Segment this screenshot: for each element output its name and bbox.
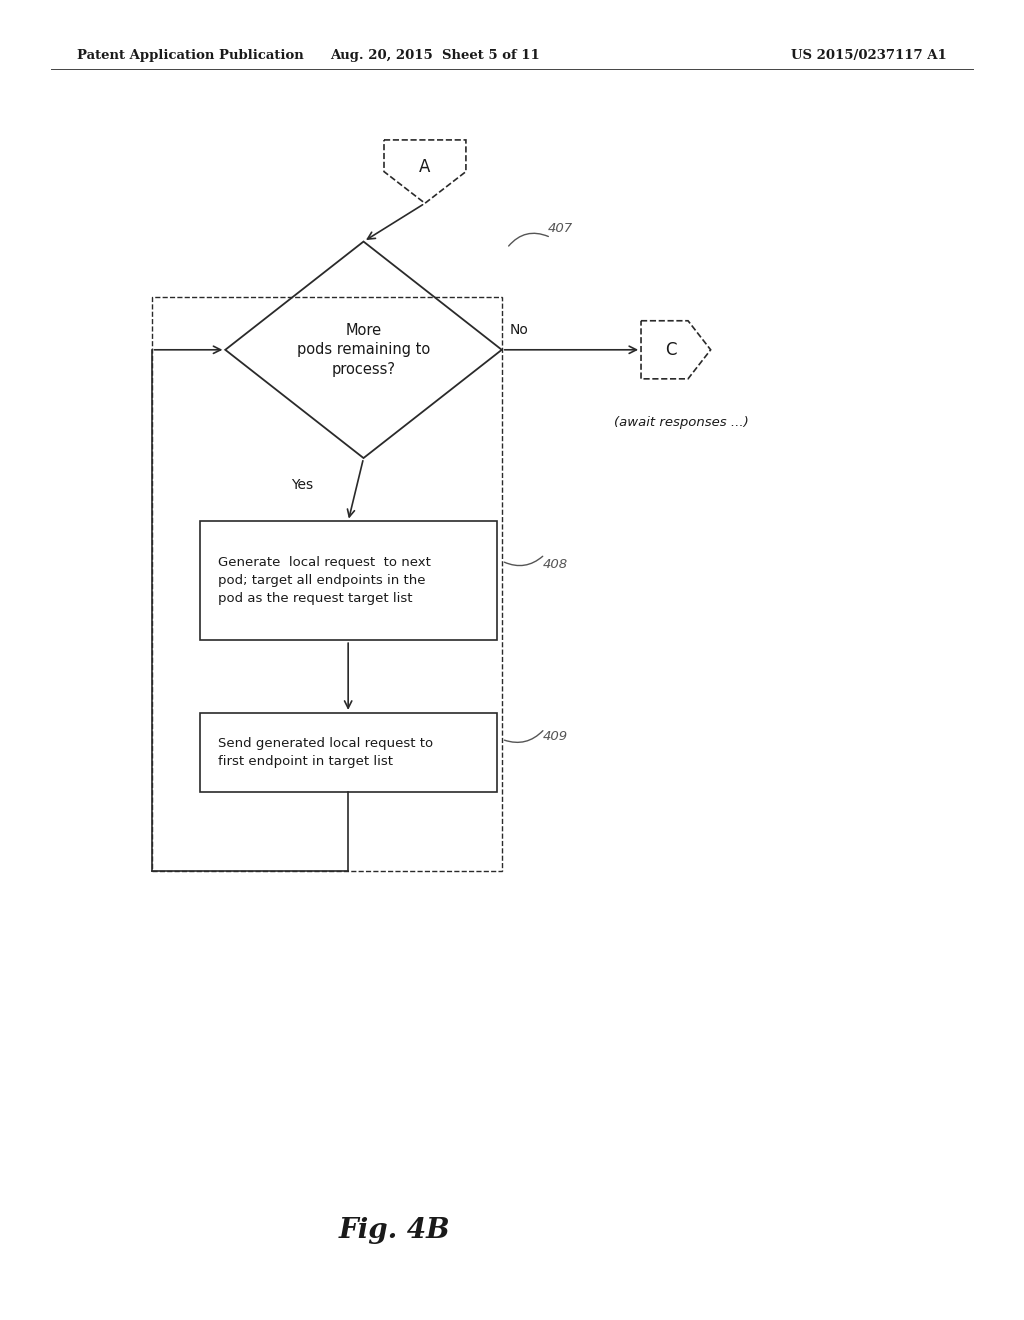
Text: Generate  local request  to next
pod; target all endpoints in the
pod as the req: Generate local request to next pod; targ… <box>218 556 431 606</box>
Text: A: A <box>419 158 431 176</box>
Text: More
pods remaining to
process?: More pods remaining to process? <box>297 322 430 378</box>
Text: US 2015/0237117 A1: US 2015/0237117 A1 <box>792 49 947 62</box>
Text: 407: 407 <box>548 222 573 235</box>
Text: Send generated local request to
first endpoint in target list: Send generated local request to first en… <box>218 737 433 768</box>
Text: Patent Application Publication: Patent Application Publication <box>77 49 303 62</box>
Text: (await responses ...): (await responses ...) <box>614 416 750 429</box>
Text: Fig. 4B: Fig. 4B <box>338 1217 451 1243</box>
Text: Yes: Yes <box>291 478 313 492</box>
Text: 408: 408 <box>543 558 568 572</box>
Bar <box>200 521 497 640</box>
Text: 409: 409 <box>543 730 568 743</box>
Text: C: C <box>665 341 677 359</box>
Text: No: No <box>510 322 528 337</box>
Bar <box>152 297 502 871</box>
Text: Aug. 20, 2015  Sheet 5 of 11: Aug. 20, 2015 Sheet 5 of 11 <box>331 49 540 62</box>
Bar <box>200 713 497 792</box>
